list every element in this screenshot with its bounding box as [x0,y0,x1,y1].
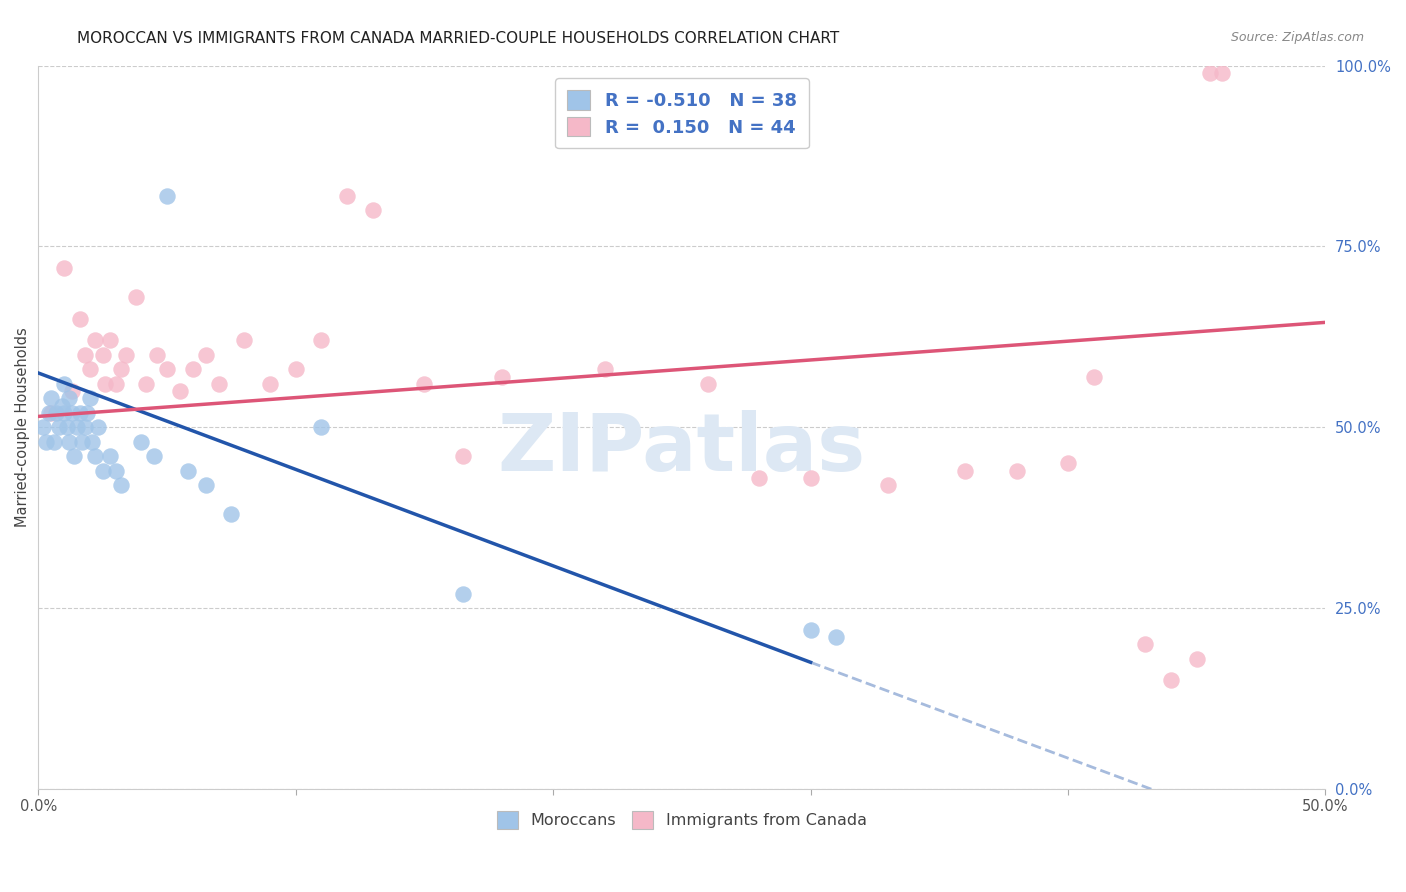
Text: MOROCCAN VS IMMIGRANTS FROM CANADA MARRIED-COUPLE HOUSEHOLDS CORRELATION CHART: MOROCCAN VS IMMIGRANTS FROM CANADA MARRI… [77,31,839,46]
Point [79,362,101,376]
Point [451,449,474,463]
Point [73,348,96,362]
Point [48,420,70,434]
Point [70,434,93,449]
Point [100,334,122,348]
Point [1135,637,1157,651]
Point [86,420,108,434]
Point [311,420,333,434]
Point [413,376,436,391]
Point [104,464,127,478]
Point [284,362,307,376]
Point [60,406,83,420]
Point [63,449,86,463]
Point [1198,66,1220,80]
Point [91,348,114,362]
Point [221,507,243,521]
Point [115,348,138,362]
Point [143,449,166,463]
Point [66,420,89,434]
Y-axis label: Married-couple Households: Married-couple Households [15,327,30,527]
Point [181,362,204,376]
Point [593,362,616,376]
Point [39,406,62,420]
Point [1083,369,1105,384]
Point [32,420,55,434]
Point [1057,457,1080,471]
Point [55,420,77,434]
Point [1185,651,1208,665]
Point [876,478,898,492]
Point [69,406,91,420]
Point [176,464,198,478]
Point [800,471,823,485]
Point [51,399,73,413]
Point [91,464,114,478]
Point [800,623,823,637]
Point [135,376,157,391]
Point [145,348,167,362]
Point [110,362,132,376]
Point [1005,464,1028,478]
Text: ZIPatlas: ZIPatlas [498,410,866,488]
Point [104,376,127,391]
Point [100,449,122,463]
Point [311,334,333,348]
Point [53,261,76,276]
Point [953,464,976,478]
Point [84,334,107,348]
Point [156,362,179,376]
Point [156,188,179,202]
Point [42,434,65,449]
Point [169,384,191,398]
Point [94,376,117,391]
Point [69,311,91,326]
Legend: Moroccans, Immigrants from Canada: Moroccans, Immigrants from Canada [491,805,873,835]
Point [748,471,770,485]
Point [84,449,107,463]
Point [194,478,217,492]
Point [451,586,474,600]
Point [58,434,80,449]
Point [1160,673,1182,688]
Point [129,434,152,449]
Point [53,376,76,391]
Point [194,348,217,362]
Point [233,334,256,348]
Point [207,376,229,391]
Point [259,376,281,391]
Point [336,188,359,202]
Point [35,434,58,449]
Point [696,376,718,391]
Point [110,478,132,492]
Point [125,290,148,304]
Point [825,630,848,644]
Point [38,406,60,420]
Point [60,384,83,398]
Point [39,392,62,406]
Point [79,392,101,406]
Text: Source: ZipAtlas.com: Source: ZipAtlas.com [1230,31,1364,45]
Point [73,420,96,434]
Point [361,203,384,218]
Point [58,392,80,406]
Point [1211,66,1233,80]
Point [53,406,76,420]
Point [45,406,67,420]
Point [491,369,513,384]
Point [76,406,98,420]
Point [82,434,104,449]
